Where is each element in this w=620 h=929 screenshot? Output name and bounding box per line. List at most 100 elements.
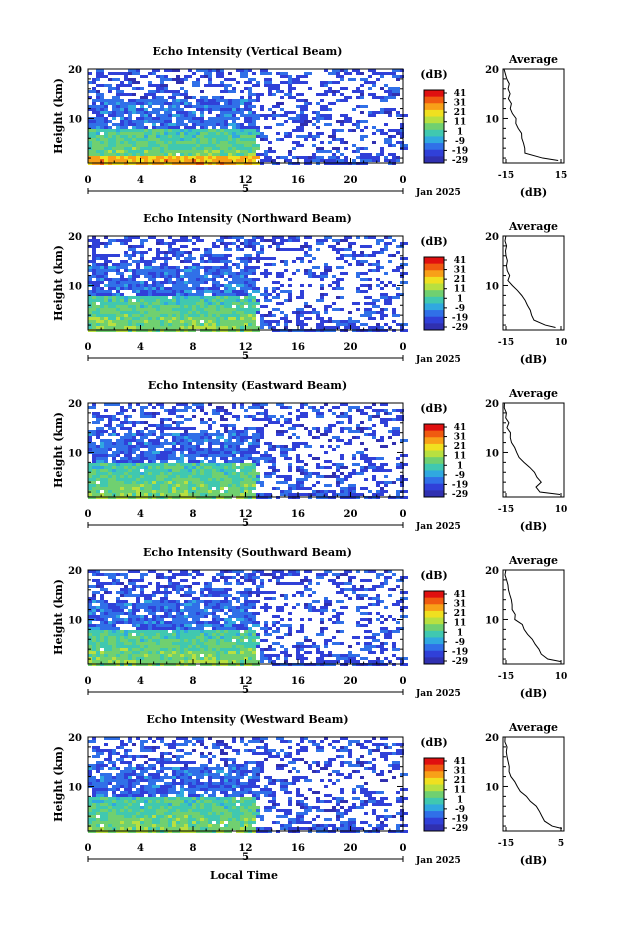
- heatmap-cell: [168, 135, 172, 138]
- heatmap-cell: [172, 490, 176, 493]
- heatmap-cell: [180, 132, 184, 135]
- heatmap-cell: [312, 275, 320, 278]
- heatmap-cell: [248, 90, 252, 93]
- heatmap-cell: [384, 123, 388, 126]
- heatmap-cell: [160, 78, 164, 81]
- x-tick-label: 0: [400, 509, 407, 520]
- heatmap-cell: [88, 266, 92, 269]
- heatmap-cell: [344, 141, 348, 144]
- heatmap-cell: [144, 156, 148, 159]
- heatmap-cell: [220, 415, 224, 418]
- heatmap-cell: [388, 114, 392, 117]
- heatmap-cell: [100, 448, 104, 451]
- heatmap-cell: [300, 135, 308, 138]
- heatmap-cell: [216, 138, 220, 141]
- heatmap-cell: [128, 132, 132, 135]
- heatmap-cell: [252, 460, 256, 463]
- heatmap-cell: [172, 254, 176, 257]
- heatmap-cell: [100, 487, 104, 490]
- heatmap-cell: [132, 81, 140, 84]
- heatmap-cell: [100, 654, 104, 657]
- colorbar-swatch: [424, 257, 444, 265]
- heatmap-cell: [276, 293, 280, 296]
- heatmap-cell: [252, 302, 260, 305]
- heatmap-cell: [388, 418, 392, 421]
- heatmap-cell: [296, 248, 304, 251]
- heatmap-cell: [360, 129, 364, 132]
- heatmap-cell: [312, 436, 316, 439]
- heatmap-cell: [280, 406, 288, 409]
- heatmap-cell: [152, 281, 156, 284]
- heatmap-cell: [252, 493, 256, 496]
- heatmap-cell: [380, 317, 384, 320]
- heatmap-cell: [288, 87, 296, 90]
- heatmap-cell: [96, 132, 100, 135]
- heatmap-cell: [376, 278, 380, 281]
- heatmap-cell: [248, 326, 252, 329]
- heatmap-cell: [104, 102, 108, 105]
- heatmap-cell: [368, 284, 372, 287]
- heatmap-cell: [384, 111, 392, 114]
- heatmap-cell: [388, 144, 392, 147]
- heatmap-cell: [216, 290, 220, 293]
- heatmap-cell: [224, 409, 228, 412]
- heatmap-cell: [180, 254, 184, 257]
- heatmap-cell: [268, 150, 272, 153]
- heatmap-cell: [316, 493, 320, 496]
- heatmap-cell: [280, 90, 284, 93]
- heatmap-cell: [192, 591, 196, 594]
- heatmap-cell: [136, 272, 140, 275]
- heatmap-cell: [148, 84, 156, 87]
- heatmap-cell: [228, 326, 232, 329]
- heatmap-cell: [248, 466, 252, 469]
- heatmap-cell: [140, 627, 148, 630]
- heatmap-cell: [400, 129, 404, 132]
- heatmap-cell: [344, 490, 348, 493]
- heatmap-cell: [92, 636, 96, 639]
- heatmap-cell: [212, 296, 216, 299]
- heatmap-cell: [124, 427, 132, 430]
- heatmap-cell: [248, 245, 252, 248]
- heatmap-cell: [116, 123, 120, 126]
- heatmap-cell: [116, 445, 124, 448]
- heatmap-cell: [116, 463, 120, 466]
- heatmap-cell: [124, 457, 128, 460]
- heatmap-cell: [344, 69, 348, 72]
- heatmap-cell: [132, 457, 140, 460]
- heatmap-cell: [276, 481, 280, 484]
- heatmap-cell: [180, 296, 184, 299]
- heatmap-cell: [348, 317, 352, 320]
- heatmap-cell: [116, 272, 120, 275]
- heatmap-cell: [320, 284, 324, 287]
- heatmap-cell: [88, 123, 92, 126]
- heatmap-cell: [236, 484, 240, 487]
- heatmap-cell: [236, 445, 240, 448]
- heatmap-cell: [148, 120, 156, 123]
- heatmap-cell: [372, 84, 376, 87]
- heatmap-cell: [104, 609, 108, 612]
- heatmap-cell: [132, 302, 136, 305]
- heatmap-cell: [112, 612, 120, 615]
- heatmap-cell: [312, 153, 316, 156]
- heatmap-cell: [108, 463, 112, 466]
- heatmap-cell: [156, 639, 160, 642]
- heatmap-cell: [360, 442, 364, 445]
- heatmap-cell: [328, 236, 332, 239]
- heatmap-cell: [96, 645, 100, 648]
- heatmap-cell: [180, 636, 184, 639]
- colorbar-swatch: [424, 437, 444, 445]
- heatmap-cell: [200, 150, 204, 153]
- heatmap-cell: [156, 618, 164, 621]
- heatmap-cell: [232, 433, 236, 436]
- heatmap-cell: [88, 490, 92, 493]
- heatmap-cell: [312, 493, 316, 496]
- heatmap-cell: [92, 248, 96, 251]
- heatmap-cell: [324, 293, 328, 296]
- heatmap-cell: [260, 430, 264, 433]
- date-marker: 5: [242, 518, 249, 529]
- heatmap-cell: [212, 266, 216, 269]
- heatmap-cell: [256, 481, 264, 484]
- heatmap-cell: [152, 415, 156, 418]
- heatmap-cell: [116, 254, 120, 257]
- heatmap-cell: [248, 123, 256, 126]
